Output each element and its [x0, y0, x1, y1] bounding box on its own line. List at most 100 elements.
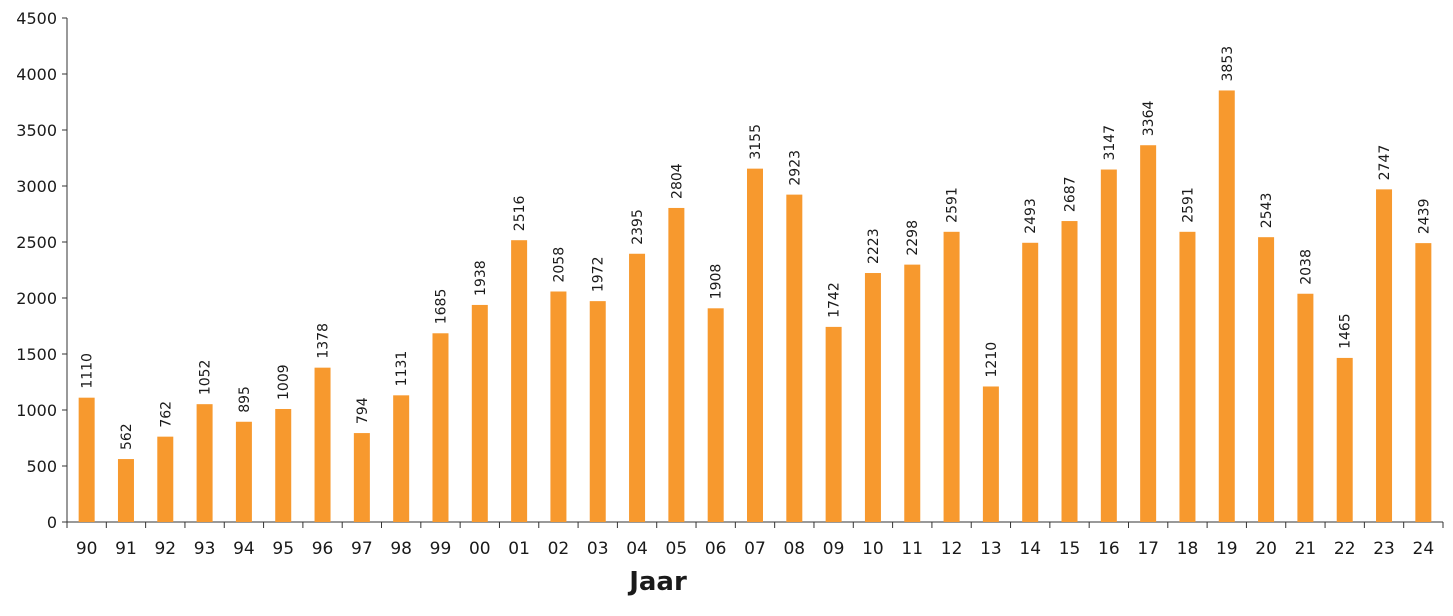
x-tick-label: 19 — [1216, 539, 1238, 559]
bar — [1258, 237, 1275, 522]
bar — [786, 194, 803, 522]
bar — [1297, 293, 1314, 522]
x-tick-label: 17 — [1137, 539, 1159, 559]
x-tick-label: 11 — [901, 539, 923, 559]
data-label: 794 — [355, 397, 371, 424]
y-tick-label: 4000 — [16, 65, 57, 84]
x-tick-label: 90 — [76, 539, 98, 559]
x-tick-label: 22 — [1334, 539, 1356, 559]
x-tick-label: 97 — [351, 539, 373, 559]
data-label: 2395 — [630, 209, 646, 245]
data-label: 3364 — [1141, 101, 1157, 137]
bar — [511, 240, 528, 522]
data-label: 562 — [119, 423, 135, 450]
x-tick-label: 08 — [783, 539, 805, 559]
data-label: 2747 — [1377, 145, 1393, 181]
bar — [1100, 169, 1117, 522]
data-label: 2038 — [1298, 249, 1314, 285]
y-tick-label: 1000 — [16, 401, 57, 420]
y-tick-label: 2500 — [16, 233, 57, 252]
data-label: 1110 — [80, 353, 96, 389]
bar — [668, 207, 685, 522]
data-labels: 1110 562 762 1052 895 1009 1378 794 1131 1685 1938… — [80, 46, 1433, 450]
data-label: 1378 — [316, 323, 332, 359]
data-label: 2591 — [945, 187, 961, 223]
bar — [629, 253, 646, 522]
bar — [943, 231, 960, 523]
bar — [471, 304, 488, 522]
data-label: 1972 — [591, 256, 607, 292]
bar — [196, 404, 213, 522]
bar — [825, 326, 842, 522]
bar — [1061, 221, 1078, 522]
data-label: 895 — [237, 386, 253, 413]
x-tick-label: 01 — [508, 539, 530, 559]
data-label: 1052 — [198, 360, 214, 396]
data-label: 1009 — [276, 364, 292, 400]
y-tick-label: 3500 — [16, 121, 57, 140]
y-tick-label: 1500 — [16, 345, 57, 364]
x-tick-label: 95 — [272, 539, 294, 559]
data-label: 3147 — [1102, 125, 1118, 161]
x-axis: 90 91 92 93 94 95 96 97 98 99 00 01 02 03 04 05 06 07 08 09… — [66, 521, 1444, 559]
bar — [157, 436, 174, 522]
bar — [314, 367, 331, 522]
bar — [982, 386, 999, 522]
bar — [1415, 243, 1432, 522]
y-tick-label: 500 — [26, 457, 57, 476]
x-tick-label: 13 — [980, 539, 1002, 559]
bar — [1140, 145, 1157, 522]
data-label: 2298 — [905, 220, 921, 256]
x-tick-label: 00 — [469, 539, 491, 559]
data-label: 2923 — [787, 150, 803, 186]
x-tick-label: 10 — [862, 539, 884, 559]
bar — [1022, 242, 1039, 522]
bar — [1336, 357, 1353, 522]
data-label: 1131 — [394, 351, 410, 387]
data-label: 1938 — [473, 260, 489, 296]
x-tick-label: 06 — [705, 539, 727, 559]
bar — [1376, 189, 1393, 523]
data-label: 1742 — [827, 282, 843, 318]
data-label: 2591 — [1180, 187, 1196, 223]
data-label: 3155 — [748, 124, 764, 160]
data-label: 1210 — [984, 342, 1000, 378]
data-label: 2223 — [866, 228, 882, 264]
data-label: 1685 — [433, 289, 449, 325]
x-axis-title: Jaar — [627, 567, 687, 597]
data-label: 2058 — [551, 247, 567, 283]
bar — [235, 421, 252, 522]
bar — [275, 408, 292, 522]
bar — [707, 308, 724, 522]
bar — [589, 301, 606, 522]
x-tick-label: 02 — [548, 539, 570, 559]
bar — [353, 433, 370, 522]
x-tick-label: 05 — [666, 539, 688, 559]
y-tick-label: 3000 — [16, 177, 57, 196]
bar — [117, 459, 134, 522]
x-tick-label: 16 — [1098, 539, 1120, 559]
data-label: 1465 — [1338, 313, 1354, 349]
x-tick-label: 12 — [941, 539, 963, 559]
x-tick-label: 18 — [1177, 539, 1199, 559]
bar — [904, 264, 921, 522]
bars — [78, 90, 1432, 523]
y-tick-label: 2000 — [16, 289, 57, 308]
data-label: 1908 — [709, 264, 725, 300]
x-tick-label: 09 — [823, 539, 845, 559]
x-tick-label: 91 — [115, 539, 137, 559]
x-tick-label: 99 — [430, 539, 452, 559]
bar — [432, 333, 449, 522]
data-label: 2516 — [512, 195, 528, 231]
bar — [393, 395, 410, 522]
x-tick-label: 15 — [1059, 539, 1081, 559]
y-axis: 0 500 1000 1500 2000 2500 3000 3500 4000 4500 — [16, 9, 68, 532]
data-label: 3853 — [1220, 46, 1236, 82]
x-tick-label: 20 — [1255, 539, 1277, 559]
y-tick-label: 4500 — [16, 9, 57, 28]
data-label: 2493 — [1023, 198, 1039, 234]
x-tick-label: 96 — [312, 539, 334, 559]
bar — [78, 397, 95, 522]
x-tick-label: 94 — [233, 539, 255, 559]
